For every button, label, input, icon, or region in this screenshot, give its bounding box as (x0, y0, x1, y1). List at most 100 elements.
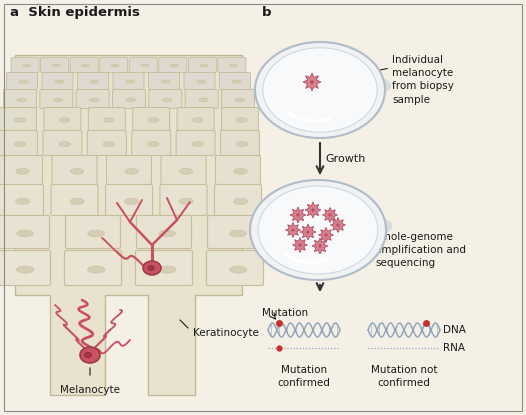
FancyBboxPatch shape (0, 251, 50, 286)
Ellipse shape (59, 142, 70, 146)
Polygon shape (330, 217, 346, 232)
Ellipse shape (263, 48, 377, 132)
Ellipse shape (104, 118, 114, 122)
Polygon shape (312, 238, 328, 254)
Text: Melanocyte: Melanocyte (60, 385, 120, 395)
Ellipse shape (103, 142, 115, 146)
FancyBboxPatch shape (106, 156, 151, 185)
Ellipse shape (85, 352, 92, 357)
Ellipse shape (19, 80, 28, 83)
Ellipse shape (234, 168, 247, 174)
FancyBboxPatch shape (207, 251, 264, 286)
Ellipse shape (53, 98, 63, 102)
FancyBboxPatch shape (42, 73, 73, 90)
Ellipse shape (298, 244, 301, 247)
Ellipse shape (15, 118, 25, 122)
FancyBboxPatch shape (132, 130, 171, 156)
Ellipse shape (59, 118, 70, 122)
Ellipse shape (159, 230, 176, 237)
Ellipse shape (90, 80, 99, 83)
Ellipse shape (229, 64, 238, 67)
Ellipse shape (310, 80, 314, 84)
Ellipse shape (179, 198, 193, 205)
FancyBboxPatch shape (0, 156, 43, 185)
Ellipse shape (179, 168, 193, 174)
FancyBboxPatch shape (70, 58, 98, 73)
Ellipse shape (230, 266, 247, 273)
Ellipse shape (318, 244, 321, 248)
Text: DNA: DNA (443, 325, 466, 335)
FancyBboxPatch shape (11, 58, 39, 73)
Ellipse shape (125, 198, 139, 205)
Ellipse shape (197, 80, 206, 83)
FancyBboxPatch shape (185, 90, 218, 108)
Text: Growth: Growth (325, 154, 366, 164)
Ellipse shape (23, 64, 31, 67)
Ellipse shape (141, 64, 149, 67)
Polygon shape (15, 55, 242, 395)
Polygon shape (322, 208, 338, 222)
Ellipse shape (111, 64, 119, 67)
FancyBboxPatch shape (0, 185, 44, 215)
Ellipse shape (161, 80, 170, 83)
Ellipse shape (234, 198, 248, 205)
Ellipse shape (307, 230, 310, 234)
Text: Individual
melanocyte
from biopsy
sample: Individual melanocyte from biopsy sample (392, 55, 454, 105)
Ellipse shape (88, 266, 105, 273)
Ellipse shape (126, 98, 136, 102)
FancyBboxPatch shape (43, 130, 82, 156)
FancyBboxPatch shape (0, 215, 49, 249)
FancyBboxPatch shape (113, 90, 146, 108)
FancyBboxPatch shape (4, 90, 36, 108)
Ellipse shape (250, 180, 386, 280)
Text: Mutation
confirmed: Mutation confirmed (278, 365, 330, 388)
FancyBboxPatch shape (220, 130, 259, 156)
Ellipse shape (159, 266, 176, 273)
Ellipse shape (325, 234, 328, 237)
FancyBboxPatch shape (66, 215, 120, 249)
Ellipse shape (70, 168, 84, 174)
FancyBboxPatch shape (137, 215, 191, 249)
Polygon shape (300, 224, 316, 240)
FancyBboxPatch shape (52, 156, 97, 185)
FancyBboxPatch shape (184, 73, 215, 90)
Ellipse shape (70, 198, 84, 205)
Ellipse shape (200, 64, 208, 67)
FancyBboxPatch shape (113, 73, 144, 90)
Polygon shape (292, 237, 308, 252)
FancyBboxPatch shape (188, 58, 216, 73)
FancyBboxPatch shape (176, 130, 215, 156)
Ellipse shape (82, 64, 89, 67)
FancyBboxPatch shape (0, 130, 37, 156)
Text: Keratinocyte: Keratinocyte (193, 328, 259, 338)
FancyBboxPatch shape (177, 107, 214, 130)
FancyBboxPatch shape (44, 107, 81, 130)
Ellipse shape (89, 98, 99, 102)
FancyBboxPatch shape (6, 73, 37, 90)
FancyBboxPatch shape (218, 58, 246, 73)
Ellipse shape (329, 213, 331, 217)
Ellipse shape (235, 98, 245, 102)
Ellipse shape (232, 80, 241, 83)
FancyBboxPatch shape (136, 251, 193, 286)
Ellipse shape (192, 142, 204, 146)
Text: Mutation not
confirmed: Mutation not confirmed (371, 365, 437, 388)
Ellipse shape (17, 230, 34, 237)
FancyBboxPatch shape (77, 73, 108, 90)
Ellipse shape (236, 142, 248, 146)
FancyBboxPatch shape (65, 251, 122, 286)
Ellipse shape (230, 230, 247, 237)
Ellipse shape (237, 118, 247, 122)
FancyBboxPatch shape (159, 58, 187, 73)
Text: Whole-genome
amplification and
sequencing: Whole-genome amplification and sequencin… (375, 232, 466, 268)
Ellipse shape (125, 168, 138, 174)
Ellipse shape (255, 42, 385, 138)
FancyBboxPatch shape (221, 90, 255, 108)
FancyBboxPatch shape (40, 90, 73, 108)
Ellipse shape (16, 168, 29, 174)
Ellipse shape (126, 80, 135, 83)
Polygon shape (303, 73, 321, 91)
Text: Mutation: Mutation (262, 308, 308, 318)
FancyBboxPatch shape (0, 107, 36, 130)
Ellipse shape (16, 198, 29, 205)
